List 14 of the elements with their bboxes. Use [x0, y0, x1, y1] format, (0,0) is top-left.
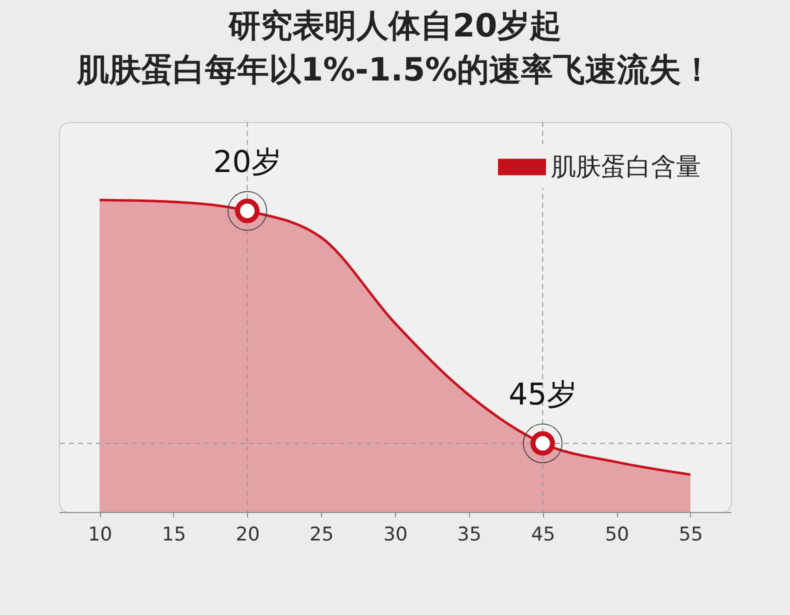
- x-tick-label: 50: [604, 524, 630, 546]
- x-tick-label: 45: [531, 524, 556, 546]
- x-tick-label: 30: [383, 524, 408, 546]
- x-tick-label: 25: [310, 524, 334, 546]
- annotation: 20岁: [213, 144, 282, 180]
- chart-subtitle: 肌肤蛋白每年以1%-1.5%的速率飞速流失！: [76, 50, 714, 88]
- annotation: 45岁: [508, 377, 577, 412]
- x-tick-label: 10: [88, 524, 112, 546]
- x-tick-label: 35: [457, 524, 482, 546]
- x-tick-label: 15: [162, 524, 186, 546]
- x-tick-label: 20: [236, 524, 260, 546]
- x-tick-label: 55: [678, 524, 703, 546]
- legend-label: 肌肤蛋白含量: [551, 152, 701, 181]
- chart-title: 研究表明人体自20岁起: [228, 6, 562, 44]
